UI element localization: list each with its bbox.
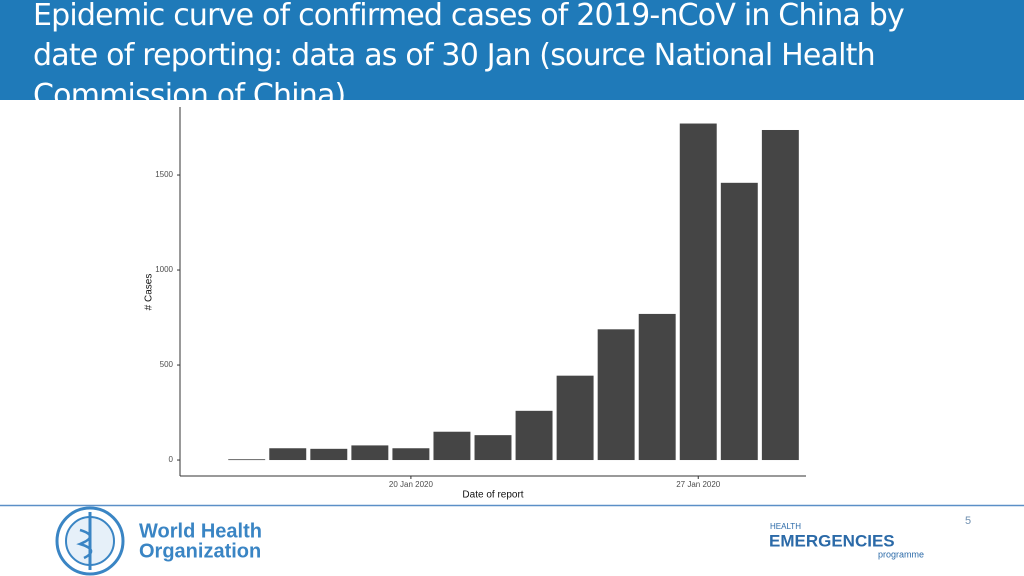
bar <box>474 435 512 461</box>
header-band <box>0 0 1024 100</box>
bar <box>679 123 717 461</box>
programme-text: HEALTH <box>770 522 801 531</box>
bar <box>720 182 758 461</box>
programme-text: programme <box>878 549 924 559</box>
bar <box>392 448 430 461</box>
slide-title: Epidemic curve of confirmed cases of 201… <box>33 0 905 113</box>
programme-text: EMERGENCIES <box>769 531 895 550</box>
y-tick-label: 1500 <box>155 170 173 179</box>
bar <box>310 448 348 461</box>
bar <box>351 445 389 461</box>
logo-text: World Health <box>139 520 262 542</box>
y-axis-label: # Cases <box>144 274 155 311</box>
bar <box>433 431 471 461</box>
who-emblem <box>55 506 125 576</box>
x-tick-label: 20 Jan 2020 <box>389 480 434 489</box>
bar <box>556 375 594 461</box>
bar <box>761 129 799 461</box>
bar <box>638 313 676 461</box>
y-tick-label: 0 <box>169 455 174 464</box>
bar <box>597 329 635 461</box>
y-tick-label: 500 <box>160 360 174 369</box>
logo-text: Organization <box>139 540 261 562</box>
bar <box>228 459 266 461</box>
page-number: 5 <box>965 515 971 527</box>
bar <box>269 448 307 461</box>
x-axis-label: Date of report <box>462 490 523 501</box>
x-tick-label: 27 Jan 2020 <box>676 480 721 489</box>
bar <box>515 410 553 461</box>
y-tick-label: 1000 <box>155 265 173 274</box>
